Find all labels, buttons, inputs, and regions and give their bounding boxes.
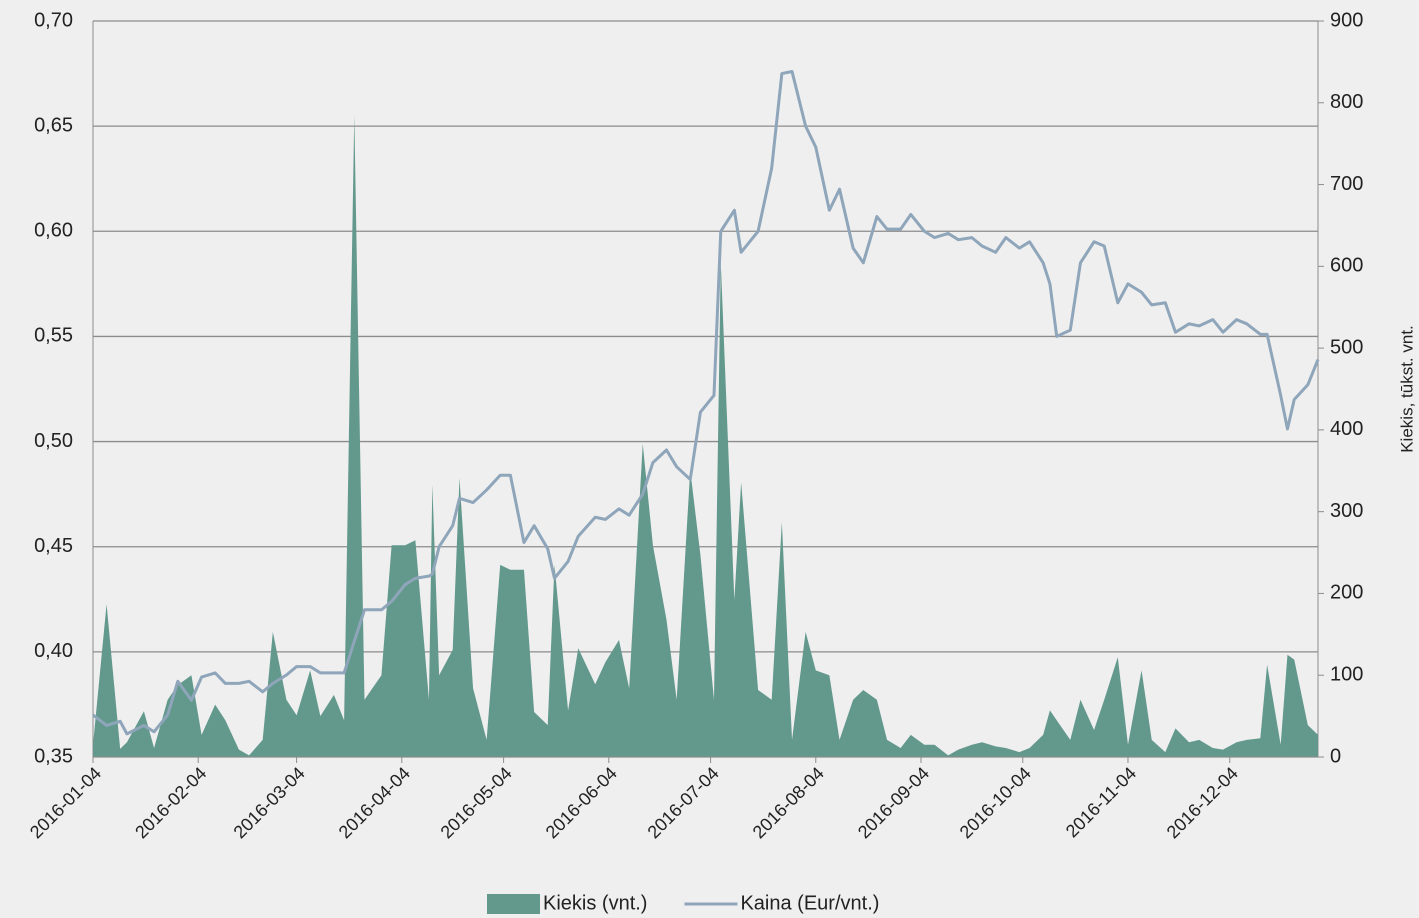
x-tick-label: 2016-07-04 [644,763,723,842]
y2-tick-label: 0 [1330,745,1341,767]
y2-tick-label: 800 [1330,91,1363,113]
x-tick-label: 2016-08-04 [749,763,828,842]
y2-axis-label: Kiekis, tūkst. vnt. [1397,325,1416,453]
x-tick-label: 2016-01-04 [26,763,105,842]
y2-tick-label: 200 [1330,582,1363,604]
y2-tick-label: 700 [1330,173,1363,195]
x-tick-label: 2016-06-04 [542,763,621,842]
legend-swatch [487,894,540,914]
x-tick-label: 2016-10-04 [956,763,1035,842]
x-tick-label: 2016-04-04 [335,763,414,842]
y-tick-label: 0,65 [34,114,73,136]
price-line [92,69,1320,736]
y-tick-label: 0,40 [34,640,73,662]
x-tick-label: 2016-03-04 [230,763,309,842]
y-tick-label: 0,70 [34,9,73,31]
y-tick-label: 0,60 [34,220,73,242]
legend-label: Kaina (Eur/vnt.) [740,892,879,914]
y2-tick-label: 400 [1330,418,1363,440]
y2-tick-label: 500 [1330,336,1363,358]
x-tick-label: 2016-02-04 [131,763,210,842]
y2-tick-label: 300 [1330,500,1363,522]
legend-label: Kiekis (vnt.) [543,892,647,914]
y2-tick-label: 100 [1330,664,1363,686]
y2-tick-label: 600 [1330,255,1363,277]
x-tick-label: 2016-05-04 [437,763,516,842]
volume-area [93,115,1318,758]
y-tick-label: 0,50 [34,430,73,452]
y-tick-label: 0,45 [34,535,73,557]
x-tick-label: 2016-12-04 [1163,763,1242,842]
y-tick-label: 0,35 [34,745,73,767]
x-tick-label: 2016-09-04 [854,763,933,842]
y-tick-label: 0,55 [34,325,73,347]
x-tick-label: 2016-11-04 [1062,763,1140,841]
y2-tick-label: 900 [1330,9,1363,31]
